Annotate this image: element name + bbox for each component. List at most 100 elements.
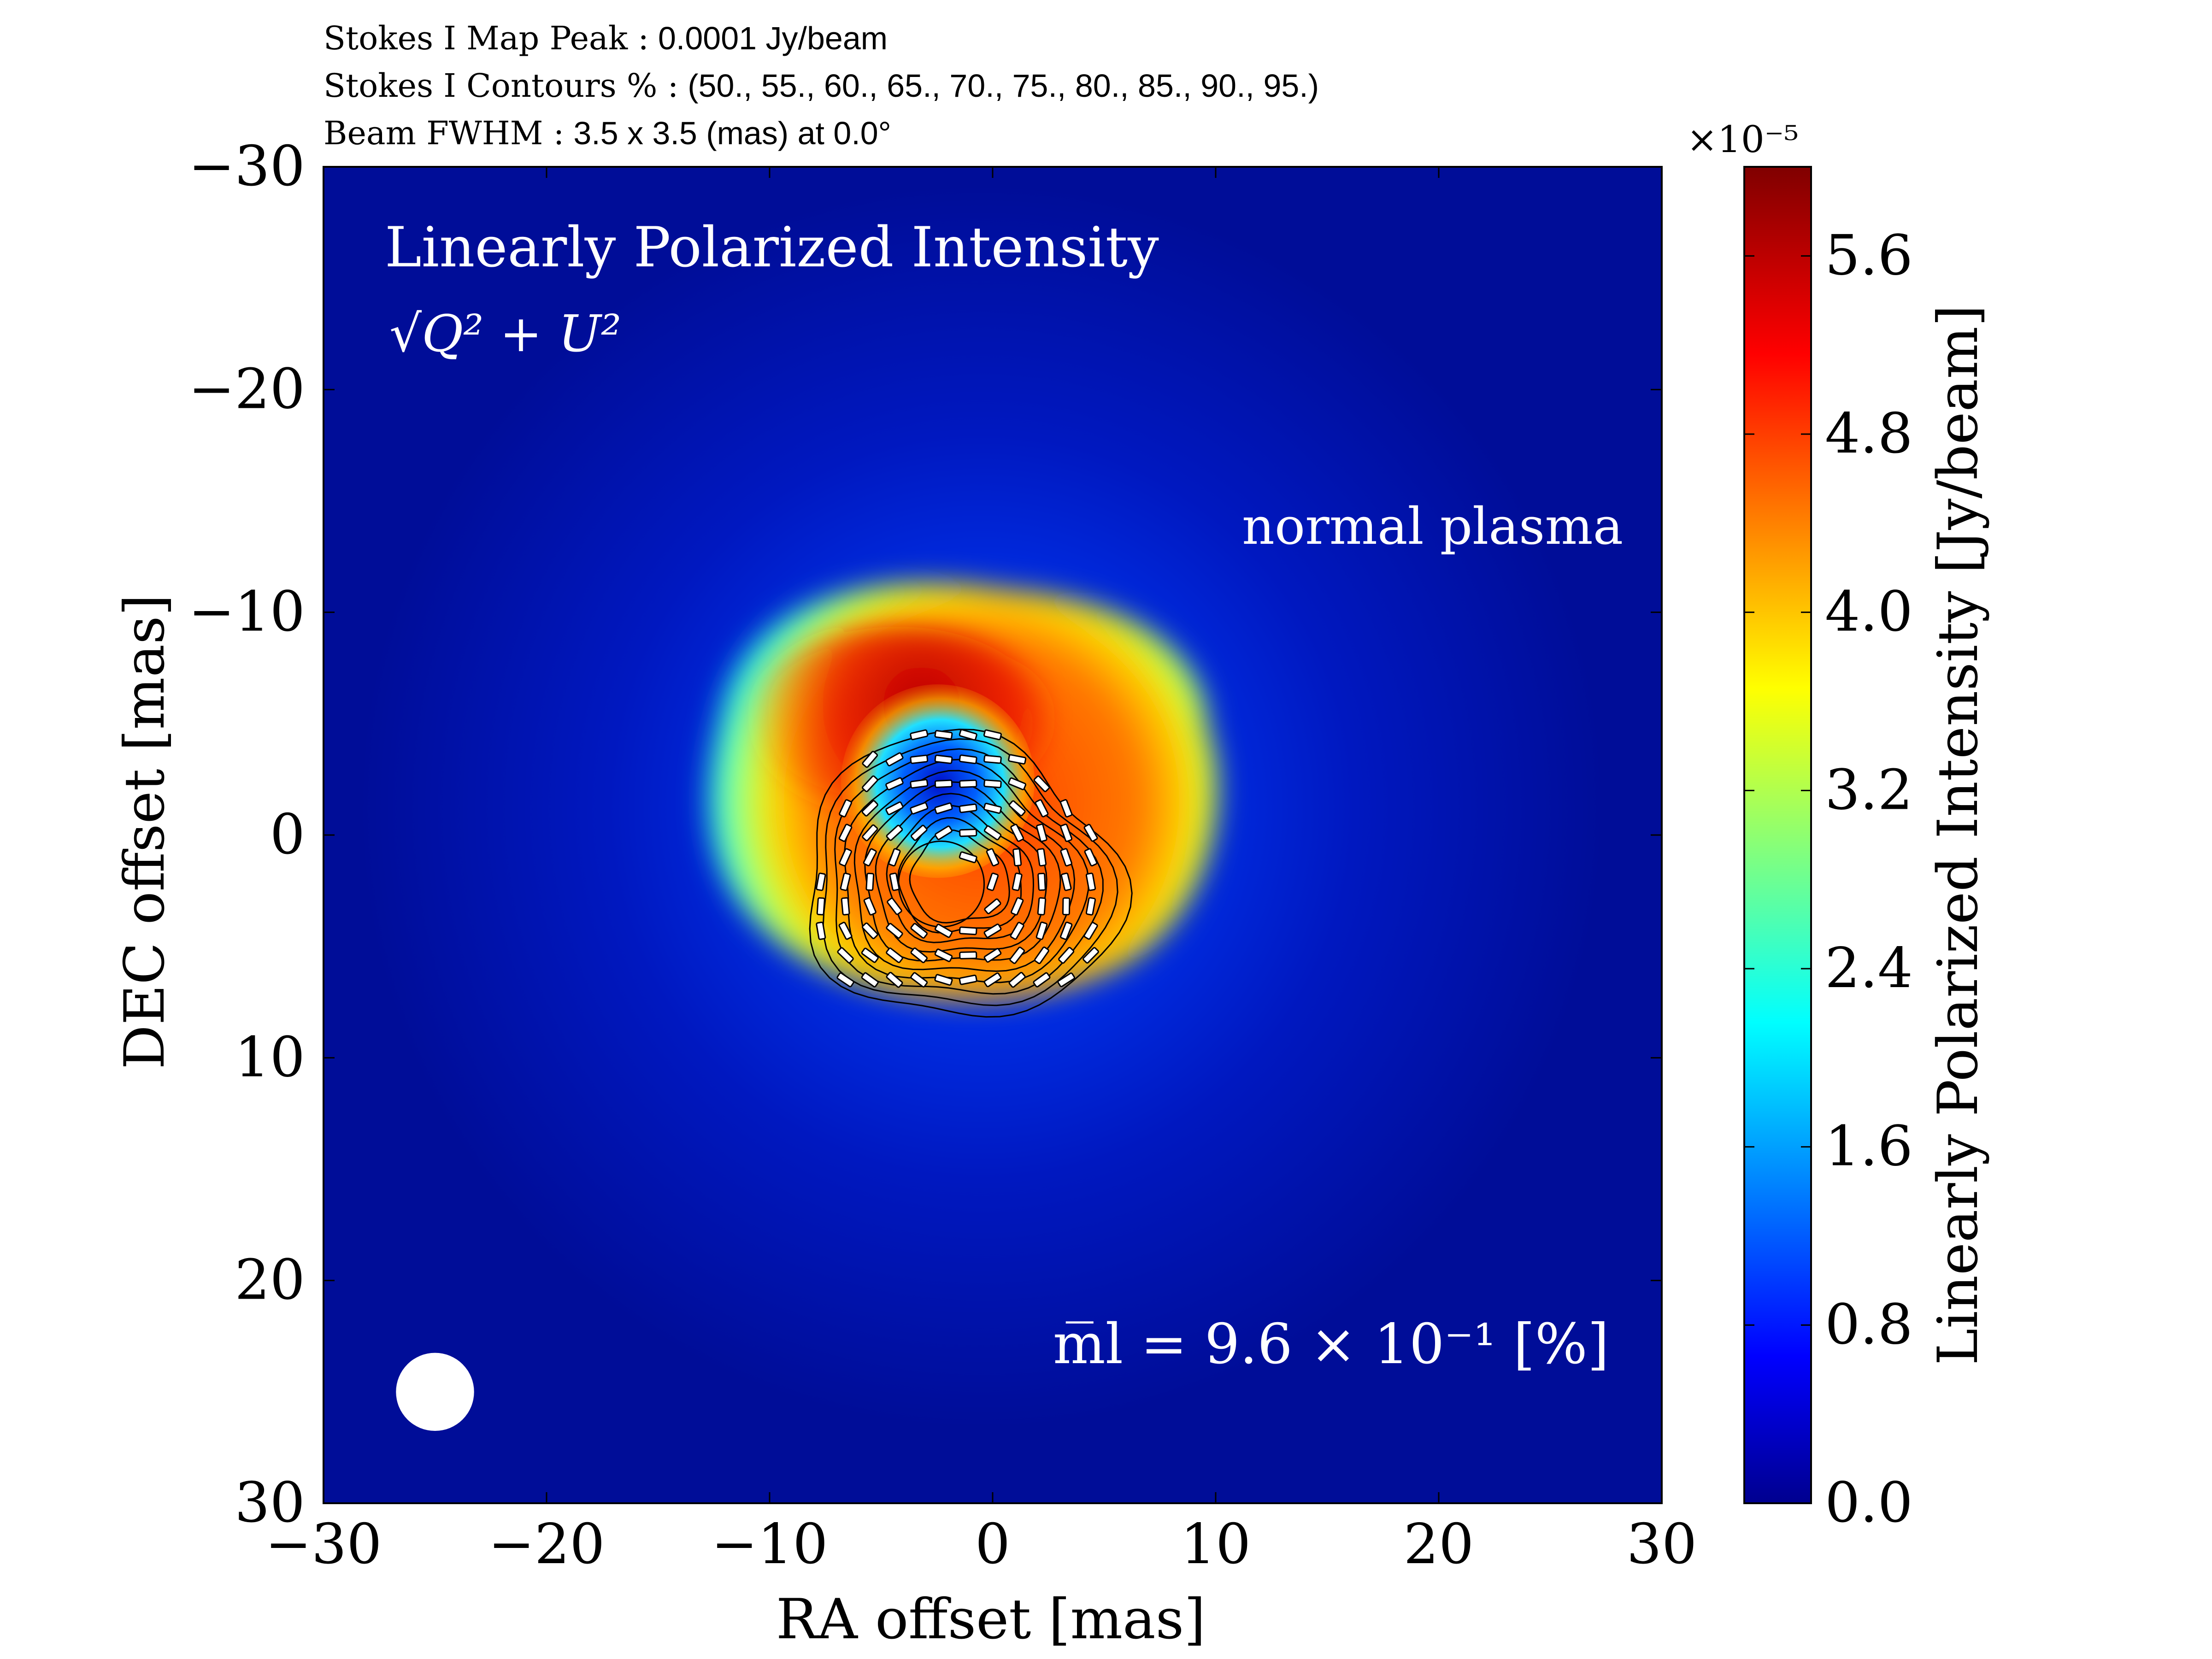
evpa-vector: [836, 972, 854, 988]
evpa-vector: [959, 851, 977, 864]
evpa-vector: [862, 751, 878, 768]
header-contours-value: (50., 55., 60., 65., 70., 75., 80., 85.,…: [688, 68, 1319, 104]
evpa-vector: [1011, 897, 1024, 916]
colorbar-tick-label: 1.6: [1825, 1115, 1913, 1179]
colorbar-tick-label: 5.6: [1825, 224, 1913, 288]
colorbar-tick-label: 2.4: [1825, 936, 1913, 1000]
header-peak-value: 0.0001 Jy/beam: [658, 20, 888, 56]
header-contours-label: Stokes I Contours % :: [324, 67, 678, 105]
evpa-vector: [959, 974, 977, 985]
evpa-vector: [910, 824, 928, 841]
evpa-vector: [1035, 799, 1049, 818]
evpa-vector: [910, 754, 929, 764]
y-tick-label: 0: [270, 803, 305, 867]
evpa-vector: [885, 801, 904, 815]
evpa-vector: [934, 730, 953, 740]
x-tick-label: 10: [1181, 1512, 1251, 1577]
evpa-vector: [861, 800, 878, 817]
evpa-vector: [1037, 897, 1047, 916]
evpa-vector: [910, 923, 928, 939]
evpa-vector: [959, 729, 977, 741]
evpa-vector: [841, 897, 850, 916]
y-tick-label: 10: [235, 1025, 305, 1089]
evpa-vector: [886, 947, 903, 963]
x-tick-label: −30: [265, 1512, 382, 1577]
plasma-label: normal plasma: [1242, 497, 1623, 556]
evpa-vector: [1082, 947, 1099, 964]
panel-title: Linearly Polarized Intensity: [385, 216, 1159, 280]
evpa-vector: [934, 754, 953, 764]
evpa-vector: [862, 824, 878, 841]
stokes-i-contour: [822, 738, 1118, 1006]
evpa-vector: [865, 872, 875, 891]
svg-text:Stokes I Contours % :(50., 55.: Stokes I Contours % : (50., 55., 60., 65.…: [324, 67, 1319, 105]
evpa-vector: [1037, 872, 1046, 891]
evpa-vector: [886, 971, 903, 988]
evpa-vector: [1036, 848, 1047, 867]
x-tick-label: 0: [975, 1512, 1010, 1577]
evpa-vector: [983, 803, 1002, 814]
evpa-vector: [910, 779, 929, 789]
evpa-vector: [983, 729, 1002, 741]
evpa-vector: [1012, 872, 1023, 891]
x-tick-label: 20: [1404, 1512, 1474, 1577]
evpa-vector: [1062, 897, 1071, 916]
evpa-vector: [837, 947, 854, 964]
x-axis: −30 −20 −10 0 10 20 30: [265, 167, 1697, 1577]
evpa-vector: [959, 803, 977, 813]
y-axis: −30 −20 −10 0 10 20 30: [188, 135, 1662, 1535]
evpa-vector: [1009, 947, 1025, 964]
evpa-vector: [1085, 872, 1096, 891]
evpa-vector: [934, 974, 953, 986]
y-tick-label: 20: [235, 1248, 305, 1312]
evpa-vector: [983, 825, 1002, 841]
y-tick-label: 30: [235, 1471, 305, 1535]
evpa-vector: [910, 947, 928, 964]
colorbar-tick-label: 0.8: [1825, 1293, 1913, 1357]
x-tick-label: −20: [488, 1512, 605, 1577]
evpa-vector: [1060, 921, 1073, 940]
svg-text:Beam FWHM :3.5 x 3.5 (mas) at: Beam FWHM :3.5 x 3.5 (mas) at 0.0°: [324, 114, 891, 152]
evpa-vector: [959, 754, 977, 765]
evpa-vector: [1085, 897, 1096, 916]
evpa-vector: [910, 972, 928, 988]
evpa-vector: [1033, 972, 1051, 988]
header-beam-value: 3.5 x 3.5 (mas) at 0.0°: [573, 115, 891, 151]
colorbar-scale-label: ×10⁻⁵: [1687, 118, 1799, 161]
evpa-vector: [862, 922, 878, 939]
evpa-vector: [984, 898, 1001, 914]
evpa-vector: [861, 972, 879, 988]
evpa-vector: [983, 948, 1002, 963]
evpa-vector: [959, 951, 977, 959]
evpa-vector: [1057, 972, 1075, 988]
evpa-vector: [888, 848, 901, 867]
x-tick-label: −10: [711, 1512, 828, 1577]
evpa-vector: [934, 779, 953, 788]
evpa-vector: [1008, 777, 1027, 790]
evpa-vector: [889, 872, 900, 891]
evpa-vector: [862, 775, 878, 792]
evpa-vector: [838, 922, 853, 940]
header-beam-label: Beam FWHM :: [324, 114, 564, 152]
evpa-vector: [886, 923, 903, 939]
evpa-vector: [861, 947, 879, 963]
evpa-vector: [816, 872, 826, 891]
x-tick-label: 30: [1627, 1512, 1697, 1577]
evpa-vector: [816, 897, 825, 916]
evpa-vector: [839, 799, 853, 818]
y-tick-label: −20: [188, 357, 305, 421]
stokes-i-contour: [853, 770, 1076, 972]
evpa-vector: [1083, 824, 1098, 842]
evpa-vector: [1060, 799, 1073, 818]
colorbar-tick-label: 0.0: [1825, 1471, 1913, 1535]
evpa-vectors: [816, 729, 1099, 988]
evpa-vector: [959, 926, 977, 935]
evpa-vector: [886, 824, 903, 841]
evpa-vector: [1034, 946, 1049, 965]
svg-text:Stokes I Map Peak :0.0001 Jy/b: Stokes I Map Peak :0.0001 Jy/beam: [324, 19, 888, 57]
colorbar-label: Linearly Polarized Intensity [Jy/beam]: [1926, 305, 1990, 1365]
colorbar: [1743, 166, 1812, 1504]
header-peak-label: Stokes I Map Peak :: [324, 19, 649, 57]
evpa-vector: [840, 872, 851, 891]
